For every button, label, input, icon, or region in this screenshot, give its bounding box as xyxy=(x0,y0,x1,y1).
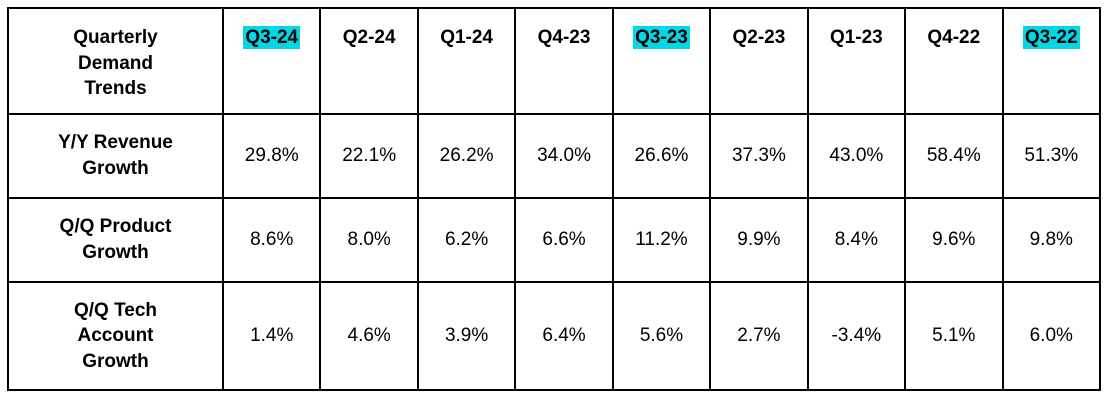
value-cell: 2.7% xyxy=(709,281,809,391)
value-cell: 8.6% xyxy=(221,197,322,283)
row-label: Q/Q Tech Account Growth xyxy=(73,299,158,372)
table-title-cell: Quarterly Demand Trends xyxy=(7,7,224,115)
column-header: Q3-22 xyxy=(1001,7,1101,115)
column-header-label: Q3-24 xyxy=(243,26,301,49)
column-header: Q2-23 xyxy=(709,7,809,115)
value-cell: 9.8% xyxy=(1001,197,1101,283)
quarterly-demand-table: Quarterly Demand Trends Q3-24 Q2-24 Q1-2… xyxy=(7,7,1101,391)
value-cell: -3.4% xyxy=(806,281,907,391)
value-cell: 6.0% xyxy=(1001,281,1101,391)
value-cell: 6.6% xyxy=(514,197,614,283)
value-cell: 8.4% xyxy=(806,197,907,283)
column-header-label: Q4-22 xyxy=(927,27,981,48)
value-cell: 43.0% xyxy=(806,113,907,199)
value-cell: 5.1% xyxy=(904,281,1004,391)
table-row: Q/Q Product Growth 8.6% 8.0% 6.2% 6.6% 1… xyxy=(7,197,1101,283)
column-header-label: Q3-22 xyxy=(1022,26,1080,49)
value-cell: 9.9% xyxy=(709,197,809,283)
column-header: Q2-24 xyxy=(319,7,419,115)
value-cell: 37.3% xyxy=(709,113,809,199)
value-cell: 5.6% xyxy=(611,281,712,391)
row-label-cell: Q/Q Product Growth xyxy=(7,197,224,283)
value-cell: 22.1% xyxy=(319,113,419,199)
value-cell: 4.6% xyxy=(319,281,419,391)
value-cell: 1.4% xyxy=(221,281,322,391)
value-cell: 26.6% xyxy=(611,113,712,199)
value-cell: 26.2% xyxy=(416,113,517,199)
column-header: Q3-23 xyxy=(611,7,712,115)
column-header-label: Q2-23 xyxy=(732,27,786,48)
table-row: Y/Y Revenue Growth 29.8% 22.1% 26.2% 34.… xyxy=(7,113,1101,199)
row-label: Q/Q Product Growth xyxy=(59,216,172,263)
table-title: Quarterly Demand Trends xyxy=(73,27,158,100)
table-row: Q/Q Tech Account Growth 1.4% 4.6% 3.9% 6… xyxy=(7,281,1101,391)
value-cell: 8.0% xyxy=(319,197,419,283)
column-header-label: Q4-23 xyxy=(537,27,591,48)
value-cell: 58.4% xyxy=(904,113,1004,199)
row-label: Y/Y Revenue Growth xyxy=(58,132,173,179)
header-row: Quarterly Demand Trends Q3-24 Q2-24 Q1-2… xyxy=(7,7,1101,115)
value-cell: 6.2% xyxy=(416,197,517,283)
column-header: Q4-22 xyxy=(904,7,1004,115)
row-label-cell: Y/Y Revenue Growth xyxy=(7,113,224,199)
column-header-label: Q2-24 xyxy=(342,27,396,48)
value-cell: 9.6% xyxy=(904,197,1004,283)
column-header-label: Q1-24 xyxy=(440,27,493,48)
value-cell: 11.2% xyxy=(611,197,712,283)
value-cell: 29.8% xyxy=(221,113,322,199)
value-cell: 34.0% xyxy=(514,113,614,199)
column-header: Q4-23 xyxy=(514,7,614,115)
value-cell: 6.4% xyxy=(514,281,614,391)
column-header: Q1-24 xyxy=(416,7,517,115)
row-label-cell: Q/Q Tech Account Growth xyxy=(7,281,224,391)
value-cell: 3.9% xyxy=(416,281,517,391)
column-header: Q1-23 xyxy=(806,7,907,115)
column-header-label: Q1-23 xyxy=(829,27,883,48)
value-cell: 51.3% xyxy=(1001,113,1101,199)
column-header-label: Q3-23 xyxy=(633,26,690,49)
column-header: Q3-24 xyxy=(221,7,322,115)
